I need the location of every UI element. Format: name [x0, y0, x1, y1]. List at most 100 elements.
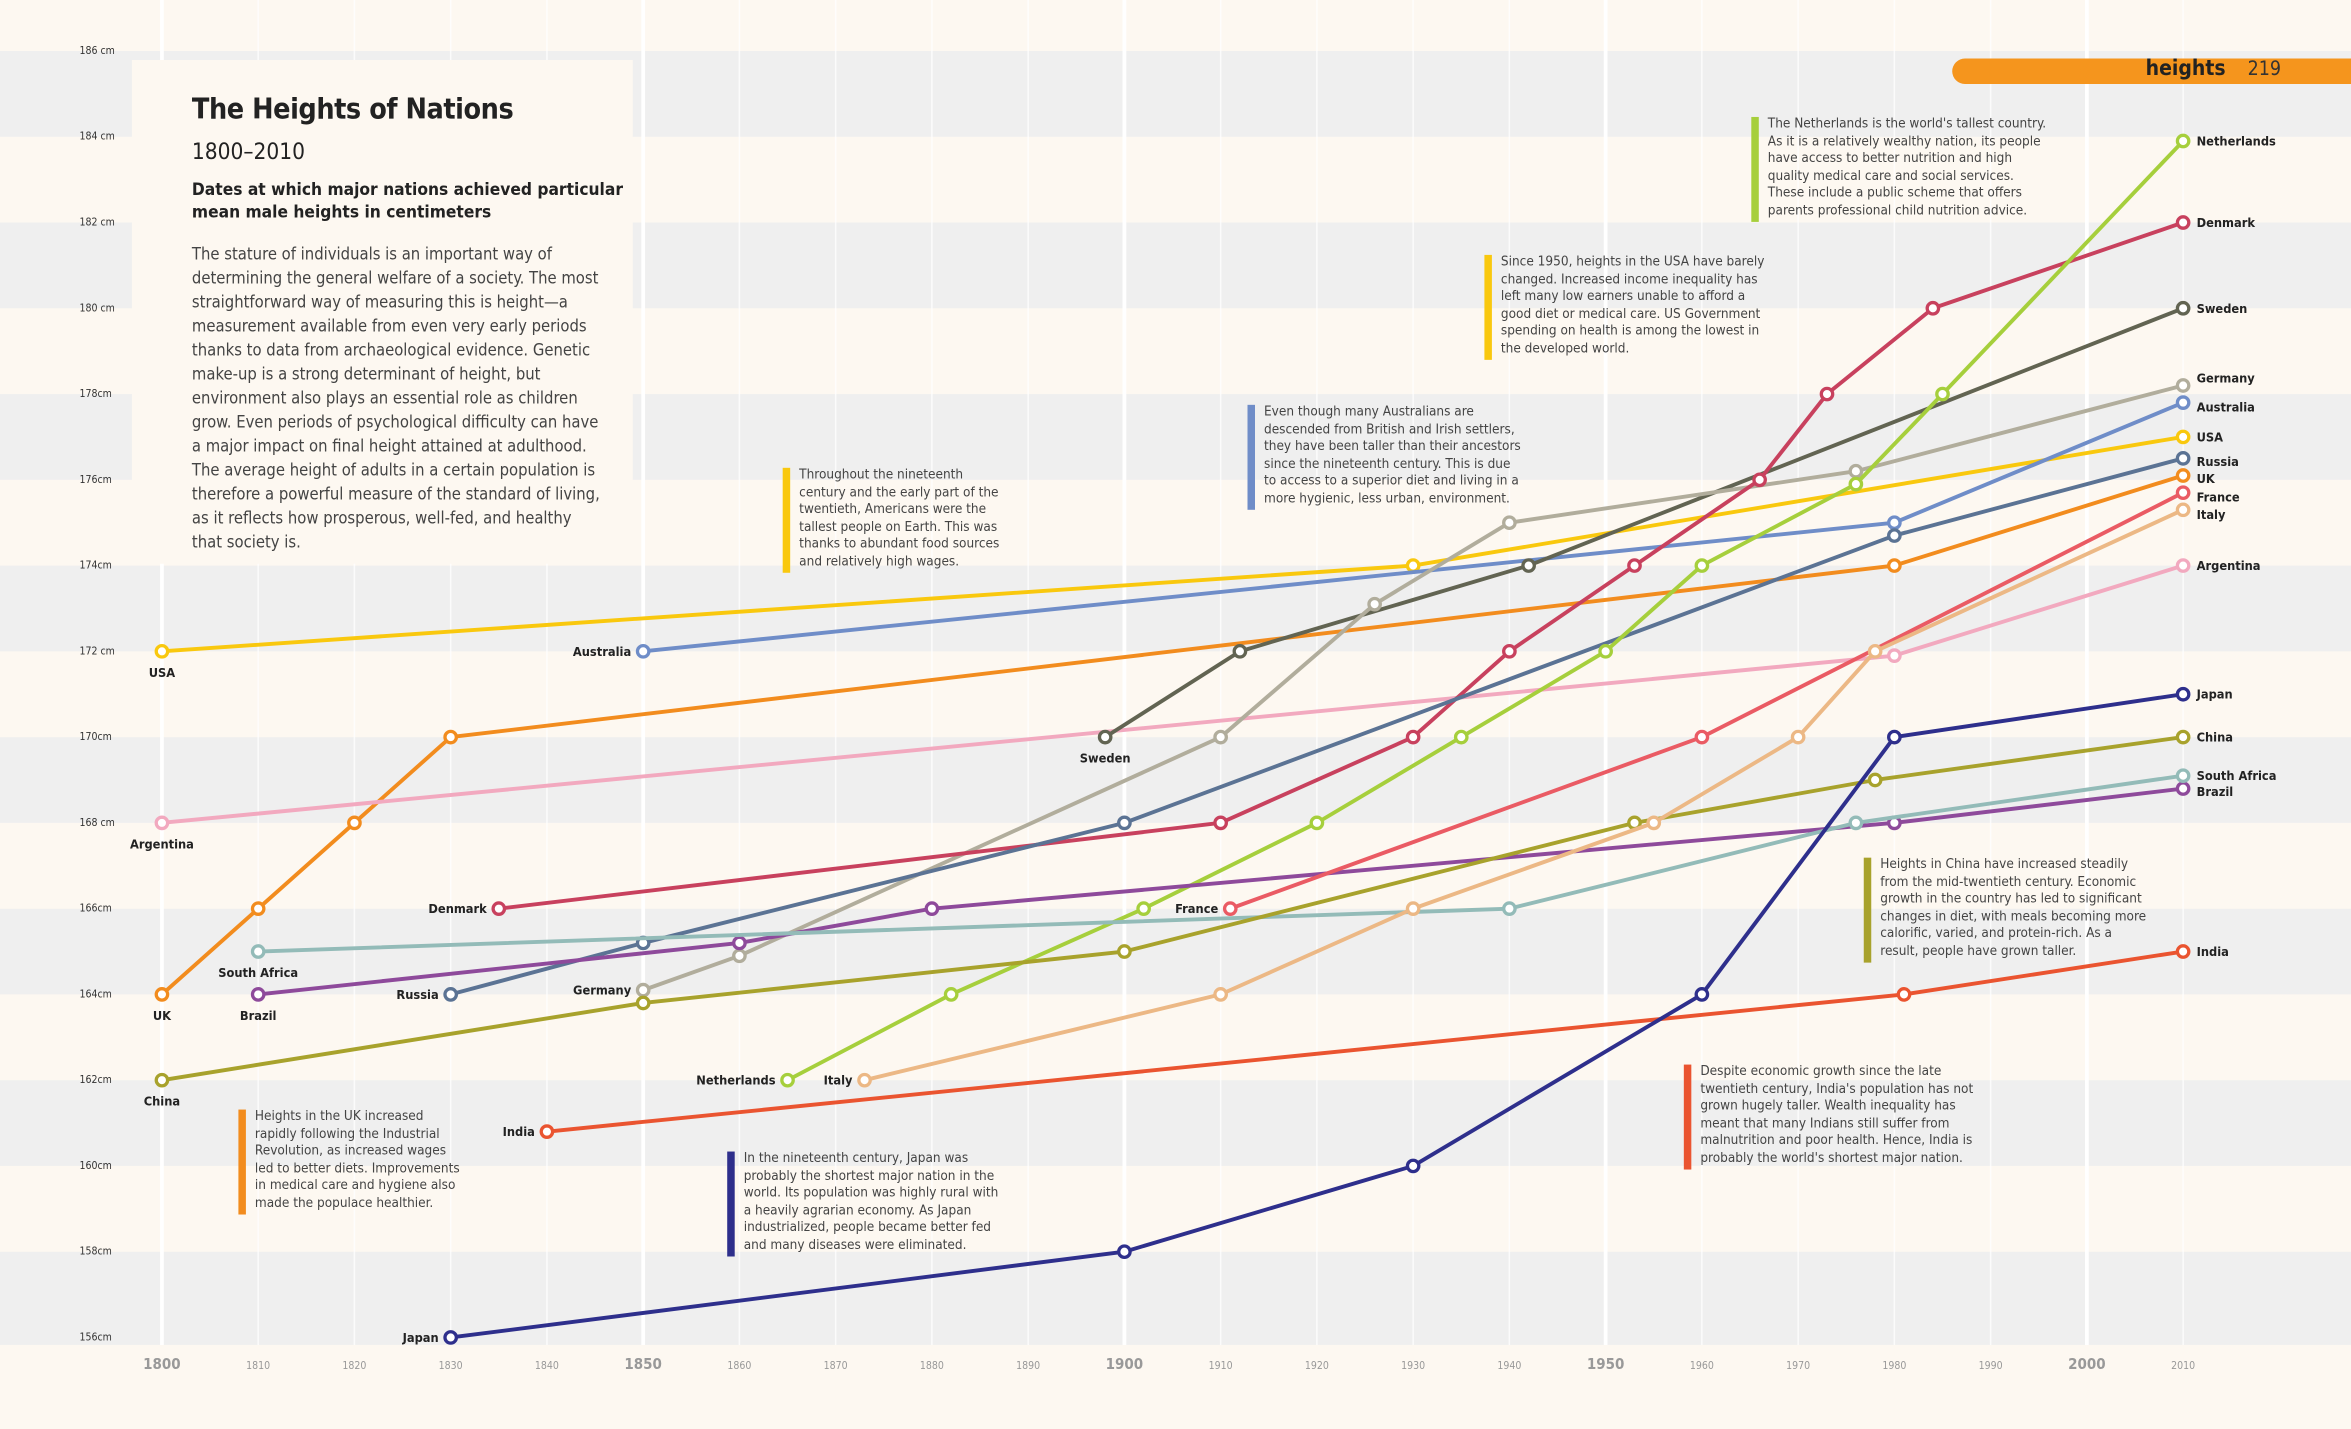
annotation-line: made the populace healthier.: [254, 1196, 434, 1212]
data-point: [924, 901, 940, 916]
annotation: Throughout the nineteenth century and the…: [782, 467, 999, 573]
series-japan: Japan Japan: [402, 686, 2233, 1346]
data-point: [1867, 772, 1883, 788]
annotation-color-bar: [727, 1151, 735, 1256]
intro-body-line: The stature of individuals is an importa…: [191, 244, 552, 264]
data-point: [635, 643, 651, 659]
x-tick-label: 2000: [2068, 1355, 2106, 1373]
data-point: [1136, 901, 1151, 916]
grid-band: [0, 1251, 2351, 1345]
data-point: [2175, 429, 2191, 445]
y-tick-label: 170cm: [79, 731, 111, 743]
intro-body-line: as it reflects how prosperous, well-fed,…: [191, 508, 572, 528]
annotation-line: result, people have grown taller.: [1880, 944, 2077, 960]
data-point: [443, 987, 459, 1002]
series-end-label: Japan: [2196, 688, 2233, 703]
data-point: [491, 901, 507, 916]
annotation-line: In the nineteenth century, Japan was: [743, 1151, 969, 1167]
data-point: [1117, 944, 1132, 959]
data-point: [1405, 901, 1421, 916]
annotation: Even though many Australians are descende…: [1247, 404, 1521, 510]
intro-body-line: environment also plays an essential role…: [191, 388, 578, 408]
data-point: [539, 1124, 555, 1139]
intro-body-line: measurement available from even very ear…: [191, 316, 587, 336]
annotation-line: have access to better nutrition and high: [1767, 151, 2013, 167]
annotation-color-bar: [1863, 857, 1872, 962]
annotation-line: meant that many Indians still suffer fro…: [1700, 1116, 1950, 1132]
series-end-label: Australia: [2197, 401, 2255, 416]
data-point: [1213, 987, 1228, 1002]
intro-body-line: straightforward way of measuring this is…: [191, 292, 568, 312]
annotation-line: growth in the country has led to signifi…: [1880, 892, 2142, 908]
data-point: [1405, 558, 1421, 573]
annotation-line: industrialized, people became better fed: [743, 1221, 992, 1237]
annotation-line: malnutrition and poor health. Hence, Ind…: [1700, 1134, 1973, 1150]
section-title: heights: [2145, 56, 2226, 81]
data-point: [1819, 386, 1835, 402]
data-point: [1925, 300, 1941, 316]
series-end-label: India: [2197, 945, 2229, 960]
data-point: [2175, 215, 2191, 230]
y-tick-label: 162cm: [79, 1074, 111, 1086]
x-tick-label: 1860: [727, 1360, 751, 1372]
annotation-color-bar: [1484, 254, 1492, 360]
series-brazil: Brazil Brazil: [240, 781, 2234, 1024]
intro-body-text: The stature of individuals is an importa…: [192, 243, 627, 555]
annotation-line: changed. Increased income inequality has: [1500, 272, 1758, 288]
intro-body-line: determining the general welfare of a soc…: [191, 268, 599, 288]
y-tick-label: 178cm: [79, 388, 111, 400]
series-sweden: Sweden Sweden: [1080, 300, 2248, 767]
series-india: India India: [503, 944, 2229, 1140]
annotation-line: probably the world's shortest major nati…: [1700, 1151, 1963, 1167]
annotation-line: and relatively high wages.: [799, 554, 960, 570]
series-south-africa: South Africa South Africa: [218, 768, 2276, 981]
annotation-line: more hygienic, less urban, environment.: [1263, 491, 1510, 507]
annotation-line: led to better diets. Improvements: [254, 1161, 460, 1177]
data-point: [1694, 987, 1710, 1002]
series-start-label: South Africa: [218, 966, 298, 981]
data-point: [1887, 515, 1902, 531]
x-tick-label: 1910: [1209, 1360, 1233, 1372]
x-tick-label: 1920: [1305, 1360, 1329, 1372]
data-point: [1117, 1244, 1132, 1260]
data-point: [2175, 395, 2191, 410]
data-point: [1887, 558, 1902, 573]
series-start-label: Sweden: [1080, 752, 1131, 767]
series-line: [1104, 306, 2184, 739]
data-point: [1598, 643, 1613, 659]
data-point: [635, 995, 651, 1011]
data-point: [1627, 558, 1642, 573]
y-tick-label: 164cm: [79, 988, 111, 1000]
series-line: [786, 139, 2185, 1082]
data-point: [443, 729, 459, 745]
series-end-label: Argentina: [2197, 559, 2261, 574]
series-end-label: Brazil: [2197, 785, 2234, 800]
data-point: [1848, 815, 1864, 831]
y-tick-label: 176cm: [79, 474, 111, 486]
data-point: [2175, 133, 2191, 149]
series-end-label: USA: [2197, 430, 2224, 445]
series-end-label: Sweden: [2197, 302, 2248, 317]
annotation-line: Heights in China have increased steadily: [1880, 857, 2129, 873]
intro-body-line: thanks to data from archaeological evide…: [191, 340, 591, 360]
series-usa: USA USA: [149, 429, 2224, 681]
data-point: [347, 815, 362, 831]
series-start-label: Russia: [396, 988, 438, 1003]
x-tick-label: 1820: [342, 1360, 366, 1372]
data-point: [1232, 643, 1248, 659]
series-start-label: USA: [149, 666, 176, 681]
series-end-label: Netherlands: [2197, 135, 2276, 150]
data-point: [2175, 781, 2191, 796]
annotation-line: changes in diet, with meals becoming mor…: [1880, 909, 2147, 925]
y-tick-label: 156cm: [79, 1331, 111, 1343]
y-tick-label: 158cm: [79, 1246, 111, 1258]
y-tick-label: 160cm: [79, 1160, 111, 1172]
x-tick-label: 1850: [624, 1355, 662, 1373]
annotation-line: These include a public scheme that offer…: [1767, 186, 2022, 202]
data-point: [1097, 729, 1113, 745]
series-argentina: Argentina Argentina: [130, 558, 2261, 852]
data-point: [2175, 378, 2191, 393]
annotation-line: world. Its population was highly rural w…: [743, 1186, 999, 1202]
intro-body-line: grow. Even periods of psychological diff…: [191, 412, 599, 432]
